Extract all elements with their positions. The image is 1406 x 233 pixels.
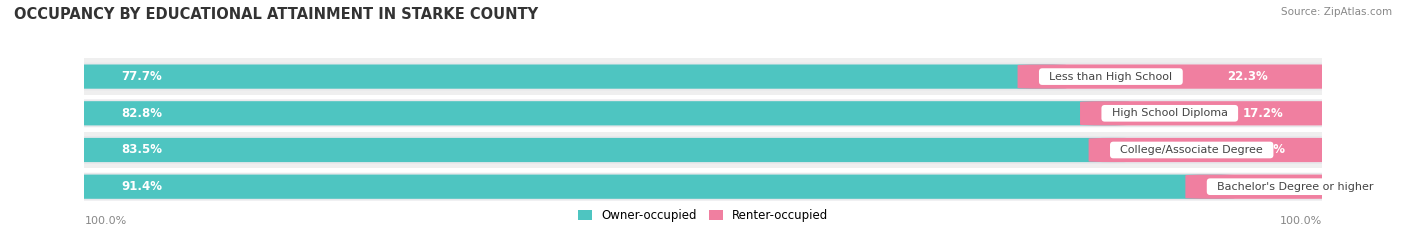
- Bar: [84, 95, 1322, 132]
- Text: 16.5%: 16.5%: [1244, 144, 1285, 157]
- Bar: [84, 168, 1322, 205]
- Text: Less than High School: Less than High School: [1042, 72, 1180, 82]
- FancyBboxPatch shape: [1080, 101, 1340, 125]
- FancyBboxPatch shape: [66, 136, 1340, 164]
- FancyBboxPatch shape: [66, 65, 1067, 89]
- Text: Source: ZipAtlas.com: Source: ZipAtlas.com: [1281, 7, 1392, 17]
- Text: 17.2%: 17.2%: [1243, 107, 1284, 120]
- Text: 77.7%: 77.7%: [121, 70, 162, 83]
- Text: 100.0%: 100.0%: [84, 216, 127, 226]
- FancyBboxPatch shape: [1185, 175, 1340, 199]
- Bar: [84, 58, 1322, 95]
- FancyBboxPatch shape: [66, 173, 1340, 201]
- Text: 100.0%: 100.0%: [1279, 216, 1322, 226]
- FancyBboxPatch shape: [1088, 138, 1340, 162]
- FancyBboxPatch shape: [66, 99, 1340, 127]
- Text: 91.4%: 91.4%: [121, 180, 163, 193]
- Text: College/Associate Degree: College/Associate Degree: [1114, 145, 1270, 155]
- Text: 82.8%: 82.8%: [121, 107, 163, 120]
- Text: High School Diploma: High School Diploma: [1105, 108, 1234, 118]
- Text: 83.5%: 83.5%: [121, 144, 163, 157]
- Text: 22.3%: 22.3%: [1227, 70, 1268, 83]
- Bar: [84, 132, 1322, 168]
- Text: Bachelor's Degree or higher: Bachelor's Degree or higher: [1211, 182, 1381, 192]
- FancyBboxPatch shape: [66, 138, 1137, 162]
- FancyBboxPatch shape: [66, 63, 1340, 91]
- FancyBboxPatch shape: [66, 175, 1234, 199]
- Text: OCCUPANCY BY EDUCATIONAL ATTAINMENT IN STARKE COUNTY: OCCUPANCY BY EDUCATIONAL ATTAINMENT IN S…: [14, 7, 538, 22]
- FancyBboxPatch shape: [66, 101, 1129, 125]
- Text: 8.6%: 8.6%: [1272, 180, 1306, 193]
- FancyBboxPatch shape: [1018, 65, 1340, 89]
- Legend: Owner-occupied, Renter-occupied: Owner-occupied, Renter-occupied: [572, 205, 834, 227]
